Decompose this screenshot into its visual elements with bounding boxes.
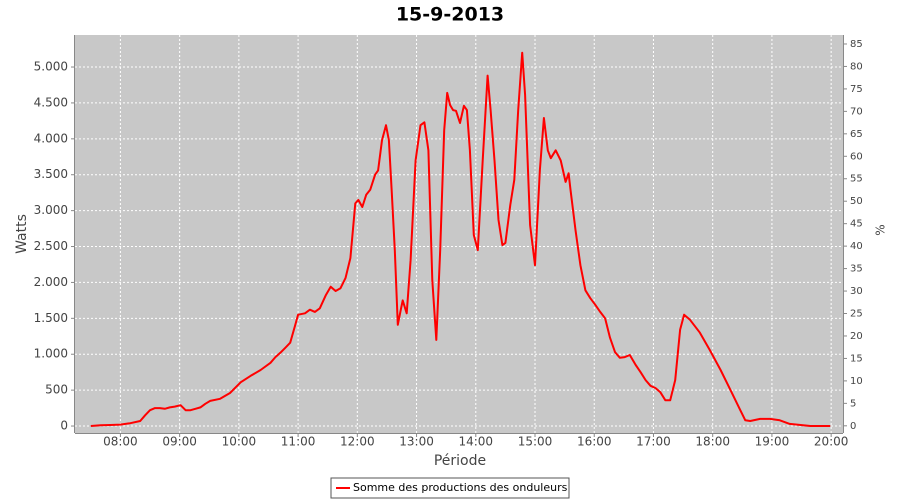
y-tick-label: 1.500	[34, 311, 68, 325]
y2-tick-label: 15	[850, 353, 863, 364]
y-axis-label: Watts	[14, 214, 30, 254]
x-tick-label: 11:00	[281, 435, 316, 449]
y2-tick-label: 65	[850, 129, 863, 140]
x-axis-label: Période	[434, 453, 486, 469]
x-tick-label: 17:00	[636, 435, 671, 449]
x-tick-label: 12:00	[340, 435, 375, 449]
y2-tick-label: 45	[850, 219, 863, 230]
y2-axis-label: %	[874, 224, 888, 235]
x-tick-label: 18:00	[695, 435, 730, 449]
y2-tick-label: 0	[850, 421, 856, 432]
y2-tick-label: 40	[850, 241, 863, 252]
x-tick-label: 10:00	[222, 435, 257, 449]
x-tick-label: 09:00	[162, 435, 197, 449]
y-tick-label: 3.000	[34, 203, 68, 217]
x-tick-label: 19:00	[755, 435, 790, 449]
x-tick-label: 20:00	[814, 435, 849, 449]
y2-tick-label: 70	[850, 106, 863, 117]
y-tick-label: 4.500	[34, 95, 68, 109]
x-tick-label: 16:00	[577, 435, 612, 449]
y2-tick-label: 5	[850, 398, 856, 409]
y2-tick-label: 75	[850, 84, 863, 95]
line-series	[90, 51, 831, 427]
y2-tick-label: 55	[850, 174, 863, 185]
y-tick-label: 2.500	[34, 239, 68, 253]
x-tick-label: 15:00	[518, 435, 553, 449]
chart-title: 15-9-2013	[396, 4, 504, 26]
y-tick-label: 1.000	[34, 347, 68, 361]
y2-tick-label: 30	[850, 286, 863, 297]
y2-tick-label: 10	[850, 376, 863, 387]
y2-tick-label: 60	[850, 151, 863, 162]
legend-box	[330, 477, 570, 499]
y2-tick-label: 20	[850, 331, 863, 342]
y-tick-label: 500	[45, 383, 68, 397]
y2-tick-label: 35	[850, 264, 863, 275]
y-tick-label: 4.000	[34, 131, 68, 145]
y2-tick-label: 80	[850, 61, 863, 72]
x-tick-label: 13:00	[399, 435, 434, 449]
plot-area	[75, 35, 843, 433]
y2-tick-label: 85	[850, 39, 863, 50]
y2-tick-label: 50	[850, 196, 863, 207]
legend-label: Somme des productions des onduleurs	[353, 481, 568, 494]
y2-tick-label: 25	[850, 309, 863, 320]
x-tick-label: 14:00	[458, 435, 493, 449]
x-tick-label: 08:00	[103, 435, 138, 449]
y-tick-label: 5.000	[34, 60, 68, 74]
y-tick-label: 0	[60, 419, 68, 433]
y-tick-label: 2.000	[34, 275, 68, 289]
y-tick-label: 3.500	[34, 167, 68, 181]
